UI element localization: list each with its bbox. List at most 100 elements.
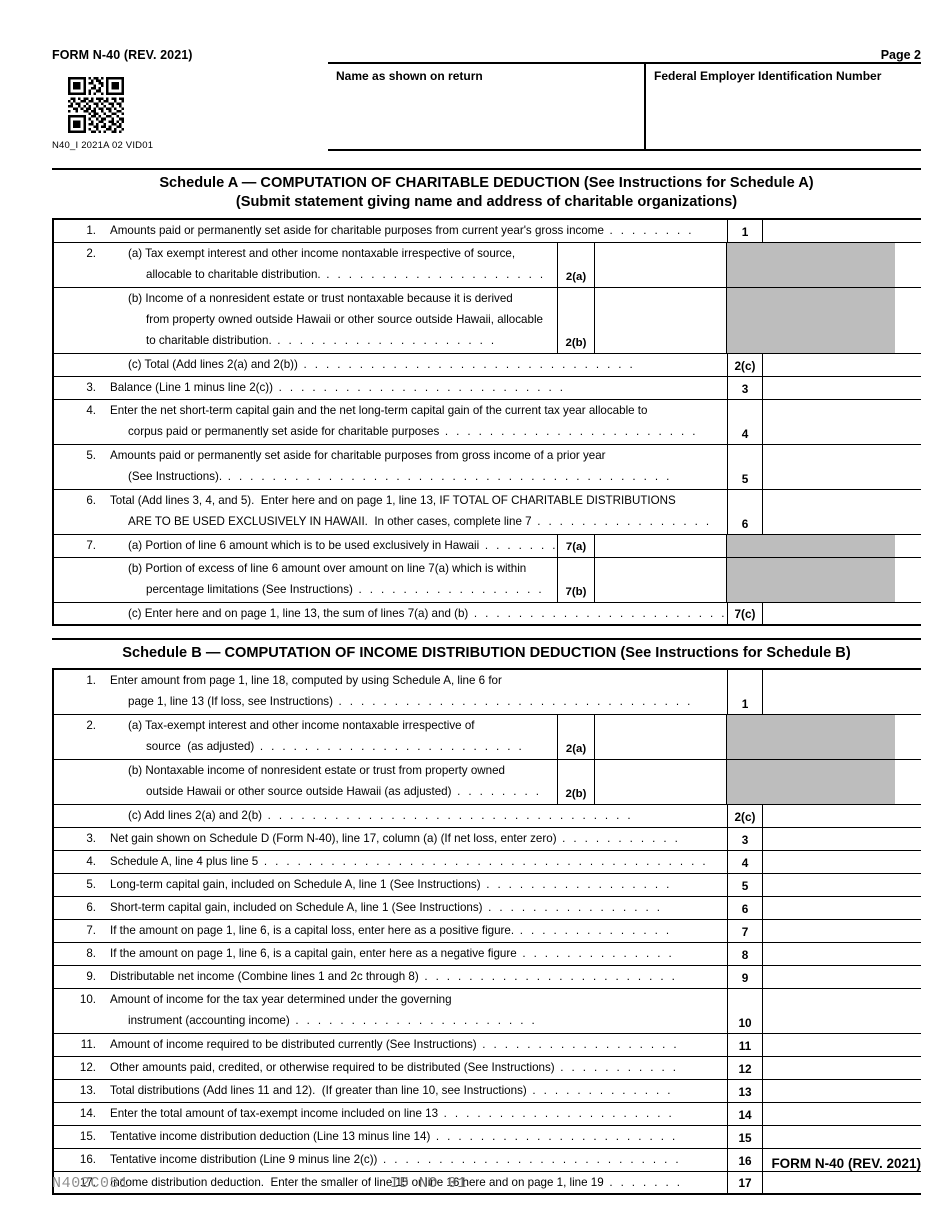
- leader-dots: . . . . . . . . . . . . . . . . . . . . …: [258, 855, 708, 868]
- amount-input-2(a)[interactable]: [595, 715, 727, 759]
- amount-input-14[interactable]: [763, 1103, 895, 1125]
- shaded-cell: [727, 288, 895, 353]
- amount-input-3[interactable]: [763, 828, 895, 850]
- row-line-number: 1.: [86, 224, 96, 237]
- amount-input-8[interactable]: [763, 943, 895, 965]
- line-box-7(c): 7(c): [727, 603, 763, 624]
- line-box-4: 4: [727, 851, 763, 873]
- amount-input-17[interactable]: [763, 1172, 895, 1193]
- table-row: 5. Long-term capital gain, included on Sc…: [52, 874, 921, 897]
- table-row: 11. Amount of income required to be distr…: [52, 1034, 921, 1057]
- table-row: (c) Add lines 2(a) and 2(b) . . . . . . …: [52, 805, 921, 828]
- amount-input-9[interactable]: [763, 966, 895, 988]
- amount-input-5[interactable]: [763, 445, 895, 489]
- leader-dots: . . . . . . . . . . . . .: [526, 1084, 673, 1097]
- amount-input-4[interactable]: [763, 851, 895, 873]
- row-description: (b) Portion of excess of line 6 amount o…: [128, 562, 527, 575]
- line-box-6: 6: [727, 490, 763, 534]
- row-line-number: 7.: [86, 539, 96, 552]
- amount-input-3[interactable]: [763, 377, 895, 399]
- leader-dots: . . . . . . .: [603, 1176, 683, 1189]
- table-row: 9. Distributable net income (Combine line…: [52, 966, 921, 989]
- sub-line-box-2(a): 2(a): [557, 715, 595, 759]
- line-box-7: 7: [727, 920, 763, 942]
- table-row: 4. Schedule A, line 4 plus line 5 . . . .…: [52, 851, 921, 874]
- footer-id-number: ID NO 01: [390, 1175, 467, 1192]
- table-row: (b) Nontaxable income of nonresident est…: [52, 760, 921, 805]
- line-box-3: 3: [727, 377, 763, 399]
- table-row: (c) Total (Add lines 2(a) and 2(b)) . . …: [52, 354, 921, 377]
- name-field-label: Name as shown on return: [336, 69, 483, 83]
- leader-dots: . . . . . . . . . . . . . . . . . . . . …: [439, 425, 698, 438]
- amount-input-7(b)[interactable]: [595, 558, 727, 602]
- line-box-9: 9: [727, 966, 763, 988]
- amount-input-6[interactable]: [763, 897, 895, 919]
- amount-input-7[interactable]: [763, 920, 895, 942]
- schedule-b-table: 1. Enter amount from page 1, line 18, com…: [52, 670, 921, 1195]
- shaded-cell: [727, 760, 895, 804]
- row-description: Amount of income required to be distribu…: [110, 1038, 680, 1051]
- row-description: (b) Income of a nonresident estate or tr…: [128, 292, 513, 305]
- amount-input-5[interactable]: [763, 874, 895, 896]
- page-header: FORM N-40 (REV. 2021) Page 2: [52, 48, 921, 156]
- taxpayer-identity-box: Name as shown on return Federal Employer…: [328, 62, 921, 151]
- table-row: (b) Portion of excess of line 6 amount o…: [52, 558, 921, 603]
- line-box-16: 16: [727, 1149, 763, 1171]
- amount-input-4[interactable]: [763, 400, 895, 444]
- row-line-number: 4.: [86, 855, 96, 868]
- leader-dots: . . . . . . . . . . . . . . . . . . . . …: [418, 970, 678, 983]
- row-description: Enter amount from page 1, line 18, compu…: [110, 674, 502, 687]
- amount-input-1[interactable]: [763, 670, 895, 714]
- leader-dots: . . . . . . . . . . . . . . . . . . . . …: [222, 470, 672, 483]
- line-box-1: 1: [727, 220, 763, 242]
- leader-dots: . . . . . . . . . . .: [554, 1061, 679, 1074]
- amount-input-2(c)[interactable]: [763, 805, 895, 827]
- leader-dots: . . . . . . . . . . .: [556, 832, 681, 845]
- row-description: Amount of income for the tax year determ…: [110, 993, 452, 1006]
- amount-input-11[interactable]: [763, 1034, 895, 1056]
- amount-input-7(c)[interactable]: [763, 603, 895, 624]
- leader-dots: . . . . . . . . . . . . . . . . . . . . …: [430, 1130, 678, 1143]
- leader-dots: . . . . . . . . . . . . . . . . . . . . …: [289, 1014, 538, 1027]
- row-description: from property owned outside Hawaii or ot…: [146, 313, 543, 326]
- row-description: instrument (accounting income) . . . . .…: [128, 1014, 538, 1027]
- row-description: Enter the total amount of tax-exempt inc…: [110, 1107, 675, 1120]
- row-line-number: 2.: [86, 247, 96, 260]
- table-left-rule: [52, 670, 54, 1195]
- table-row: 15. Tentative income distribution deducti…: [52, 1126, 921, 1149]
- amount-input-10[interactable]: [763, 989, 895, 1033]
- line-box-13: 13: [727, 1080, 763, 1102]
- amount-input-2(c)[interactable]: [763, 354, 895, 376]
- schedule-b-title-line1: Schedule B — COMPUTATION OF INCOME DISTR…: [122, 645, 851, 661]
- amount-input-13[interactable]: [763, 1080, 895, 1102]
- row-description: source (as adjusted) . . . . . . . . . .…: [146, 740, 525, 753]
- row-line-number: 4.: [86, 404, 96, 417]
- amount-input-7(a)[interactable]: [595, 535, 727, 557]
- table-row: 8. If the amount on page 1, line 6, is a …: [52, 943, 921, 966]
- row-description: (a) Tax-exempt interest and other income…: [128, 719, 475, 732]
- amount-input-15[interactable]: [763, 1126, 895, 1148]
- line-box-11: 11: [727, 1034, 763, 1056]
- leader-dots: . . . . . . . . . . . . . . . . . . . . …: [468, 607, 727, 620]
- line-box-5: 5: [727, 445, 763, 489]
- amount-input-1[interactable]: [763, 220, 895, 242]
- line-box-2(c): 2(c): [727, 805, 763, 827]
- amount-input-2(b)[interactable]: [595, 288, 727, 353]
- table-row: 1. Amounts paid or permanently set aside …: [52, 220, 921, 243]
- table-row: 7. If the amount on page 1, line 6, is a …: [52, 920, 921, 943]
- leader-dots: . . . . . . . .: [603, 224, 694, 237]
- leader-dots: . . . . . . . . . . . . . . . . . .: [476, 1038, 680, 1051]
- row-description: allocable to charitable distribution. . …: [146, 268, 546, 281]
- amount-input-2(a)[interactable]: [595, 243, 727, 287]
- row-line-number: 12.: [79, 1061, 96, 1074]
- table-row: (b) Income of a nonresident estate or tr…: [52, 288, 921, 354]
- row-description: If the amount on page 1, line 6, is a ca…: [110, 924, 672, 937]
- document-locator-number: N40_I 2021A 02 VID01: [52, 140, 154, 151]
- row-line-number: 5.: [86, 449, 96, 462]
- amount-input-2(b)[interactable]: [595, 760, 727, 804]
- amount-input-12[interactable]: [763, 1057, 895, 1079]
- table-row: 6. Total (Add lines 3, 4, and 5). Enter h…: [52, 490, 921, 535]
- amount-input-6[interactable]: [763, 490, 895, 534]
- qr-code-icon: [52, 77, 140, 133]
